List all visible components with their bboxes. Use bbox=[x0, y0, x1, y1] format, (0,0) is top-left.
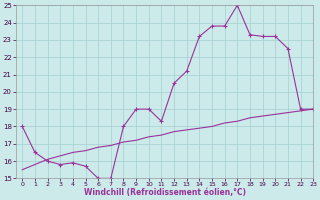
X-axis label: Windchill (Refroidissement éolien,°C): Windchill (Refroidissement éolien,°C) bbox=[84, 188, 245, 197]
